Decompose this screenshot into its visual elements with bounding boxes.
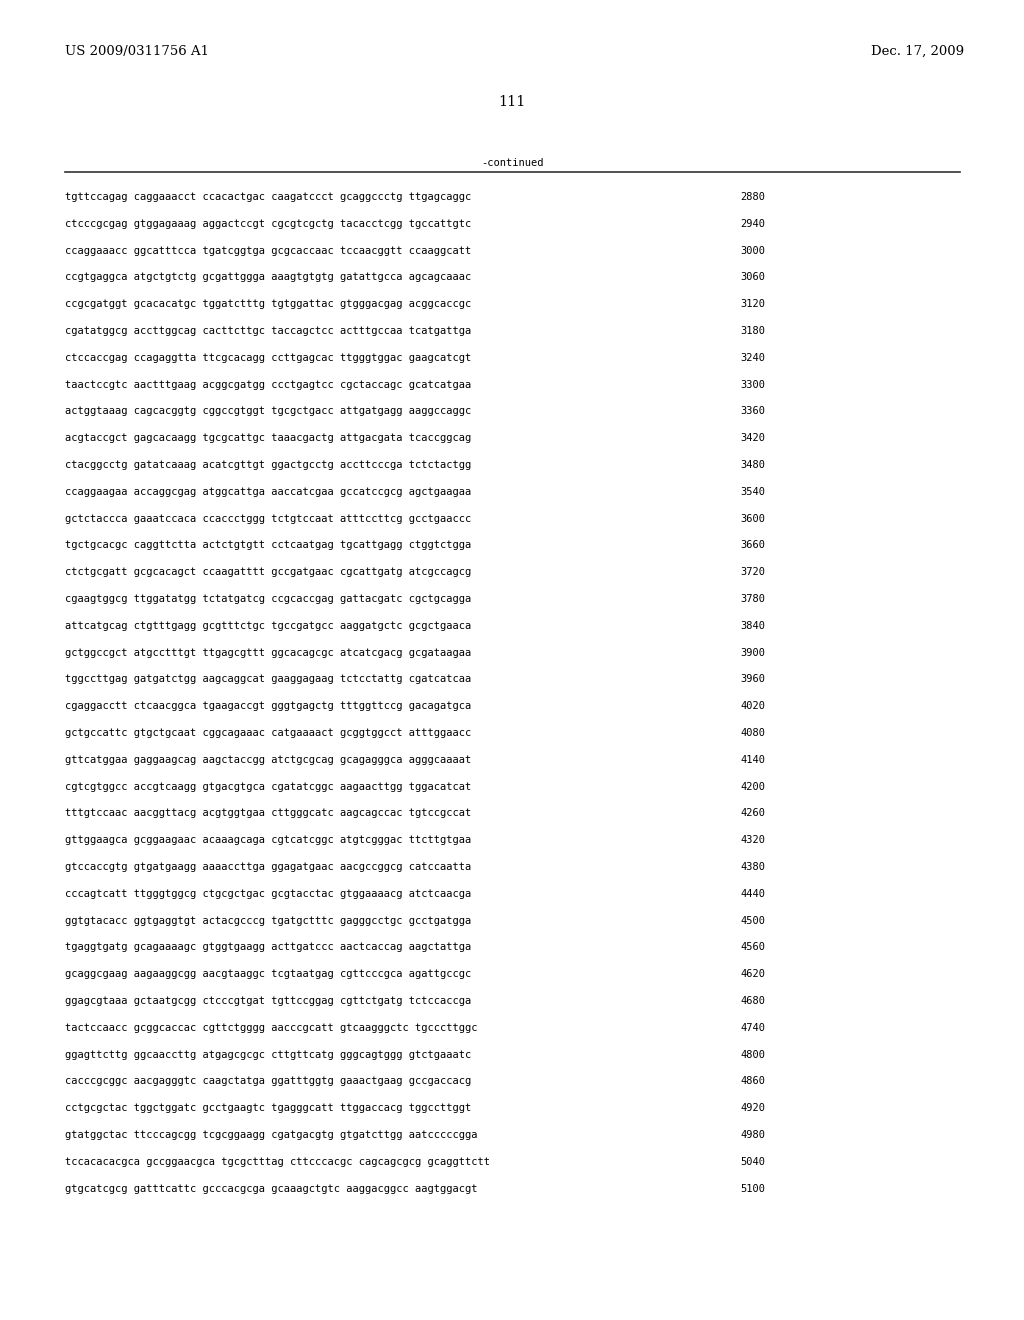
Text: 4320: 4320 — [740, 836, 765, 845]
Text: 3660: 3660 — [740, 540, 765, 550]
Text: gcaggcgaag aagaaggcgg aacgtaaggc tcgtaatgag cgttcccgca agattgccgc: gcaggcgaag aagaaggcgg aacgtaaggc tcgtaat… — [65, 969, 471, 979]
Text: ccgtgaggca atgctgtctg gcgattggga aaagtgtgtg gatattgcca agcagcaaac: ccgtgaggca atgctgtctg gcgattggga aaagtgt… — [65, 272, 471, 282]
Text: -continued: -continued — [480, 158, 544, 168]
Text: 4740: 4740 — [740, 1023, 765, 1032]
Text: 4020: 4020 — [740, 701, 765, 711]
Text: attcatgcag ctgtttgagg gcgtttctgc tgccgatgcc aaggatgctc gcgctgaaca: attcatgcag ctgtttgagg gcgtttctgc tgccgat… — [65, 620, 471, 631]
Text: US 2009/0311756 A1: US 2009/0311756 A1 — [65, 45, 209, 58]
Text: 3300: 3300 — [740, 380, 765, 389]
Text: 3000: 3000 — [740, 246, 765, 256]
Text: ccaggaagaa accaggcgag atggcattga aaccatcgaa gccatccgcg agctgaagaa: ccaggaagaa accaggcgag atggcattga aaccatc… — [65, 487, 471, 496]
Text: 5100: 5100 — [740, 1184, 765, 1193]
Text: gttcatggaa gaggaagcag aagctaccgg atctgcgcag gcagagggca agggcaaaat: gttcatggaa gaggaagcag aagctaccgg atctgcg… — [65, 755, 471, 764]
Text: 4860: 4860 — [740, 1076, 765, 1086]
Text: actggtaaag cagcacggtg cggccgtggt tgcgctgacc attgatgagg aaggccaggc: actggtaaag cagcacggtg cggccgtggt tgcgctg… — [65, 407, 471, 416]
Text: acgtaccgct gagcacaagg tgcgcattgc taaacgactg attgacgata tcaccggcag: acgtaccgct gagcacaagg tgcgcattgc taaacga… — [65, 433, 471, 444]
Text: cctgcgctac tggctggatc gcctgaagtc tgagggcatt ttggaccacg tggccttggt: cctgcgctac tggctggatc gcctgaagtc tgagggc… — [65, 1104, 471, 1113]
Text: 3780: 3780 — [740, 594, 765, 605]
Text: ggagcgtaaa gctaatgcgg ctcccgtgat tgttccggag cgttctgatg tctccaccga: ggagcgtaaa gctaatgcgg ctcccgtgat tgttccg… — [65, 997, 471, 1006]
Text: ccaggaaacc ggcatttcca tgatcggtga gcgcaccaac tccaacggtt ccaaggcatt: ccaggaaacc ggcatttcca tgatcggtga gcgcacc… — [65, 246, 471, 256]
Text: 4680: 4680 — [740, 997, 765, 1006]
Text: ctacggcctg gatatcaaag acatcgttgt ggactgcctg accttcccga tctctactgg: ctacggcctg gatatcaaag acatcgttgt ggactgc… — [65, 459, 471, 470]
Text: tccacacacgca gccggaacgca tgcgctttag cttcccacgc cagcagcgcg gcaggttctt: tccacacacgca gccggaacgca tgcgctttag cttc… — [65, 1156, 490, 1167]
Text: 111: 111 — [499, 95, 525, 110]
Text: gctggccgct atgcctttgt ttgagcgttt ggcacagcgc atcatcgacg gcgataagaa: gctggccgct atgcctttgt ttgagcgttt ggcacag… — [65, 648, 471, 657]
Text: tggccttgag gatgatctgg aagcaggcat gaaggagaag tctcctattg cgatcatcaa: tggccttgag gatgatctgg aagcaggcat gaaggag… — [65, 675, 471, 684]
Text: 3180: 3180 — [740, 326, 765, 337]
Text: 4800: 4800 — [740, 1049, 765, 1060]
Text: gtgcatcgcg gatttcattc gcccacgcga gcaaagctgtc aaggacggcc aagtggacgt: gtgcatcgcg gatttcattc gcccacgcga gcaaagc… — [65, 1184, 477, 1193]
Text: tgaggtgatg gcagaaaagc gtggtgaagg acttgatccc aactcaccag aagctattga: tgaggtgatg gcagaaaagc gtggtgaagg acttgat… — [65, 942, 471, 953]
Text: ctccaccgag ccagaggtta ttcgcacagg ccttgagcac ttgggtggac gaagcatcgt: ctccaccgag ccagaggtta ttcgcacagg ccttgag… — [65, 352, 471, 363]
Text: 4920: 4920 — [740, 1104, 765, 1113]
Text: 3720: 3720 — [740, 568, 765, 577]
Text: 3060: 3060 — [740, 272, 765, 282]
Text: cgaagtggcg ttggatatgg tctatgatcg ccgcaccgag gattacgatc cgctgcagga: cgaagtggcg ttggatatgg tctatgatcg ccgcacc… — [65, 594, 471, 605]
Text: 3840: 3840 — [740, 620, 765, 631]
Text: 3960: 3960 — [740, 675, 765, 684]
Text: tgctgcacgc caggttctta actctgtgtt cctcaatgag tgcattgagg ctggtctgga: tgctgcacgc caggttctta actctgtgtt cctcaat… — [65, 540, 471, 550]
Text: 5040: 5040 — [740, 1156, 765, 1167]
Text: 3120: 3120 — [740, 300, 765, 309]
Text: ctcccgcgag gtggagaaag aggactccgt cgcgtcgctg tacacctcgg tgccattgtc: ctcccgcgag gtggagaaag aggactccgt cgcgtcg… — [65, 219, 471, 228]
Text: 4980: 4980 — [740, 1130, 765, 1140]
Text: 4560: 4560 — [740, 942, 765, 953]
Text: cccagtcatt ttgggtggcg ctgcgctgac gcgtacctac gtggaaaacg atctcaacga: cccagtcatt ttgggtggcg ctgcgctgac gcgtacc… — [65, 888, 471, 899]
Text: 4380: 4380 — [740, 862, 765, 873]
Text: cgtcgtggcc accgtcaagg gtgacgtgca cgatatcggc aagaacttgg tggacatcat: cgtcgtggcc accgtcaagg gtgacgtgca cgatatc… — [65, 781, 471, 792]
Text: 3480: 3480 — [740, 459, 765, 470]
Text: 4080: 4080 — [740, 729, 765, 738]
Text: 3600: 3600 — [740, 513, 765, 524]
Text: 4140: 4140 — [740, 755, 765, 764]
Text: ggagttcttg ggcaaccttg atgagcgcgc cttgttcatg gggcagtggg gtctgaaatc: ggagttcttg ggcaaccttg atgagcgcgc cttgttc… — [65, 1049, 471, 1060]
Text: ctctgcgatt gcgcacagct ccaagatttt gccgatgaac cgcattgatg atcgccagcg: ctctgcgatt gcgcacagct ccaagatttt gccgatg… — [65, 568, 471, 577]
Text: tgttccagag caggaaacct ccacactgac caagatccct gcaggccctg ttgagcaggc: tgttccagag caggaaacct ccacactgac caagatc… — [65, 191, 471, 202]
Text: 3240: 3240 — [740, 352, 765, 363]
Text: 2940: 2940 — [740, 219, 765, 228]
Text: ggtgtacacc ggtgaggtgt actacgcccg tgatgctttc gagggcctgc gcctgatgga: ggtgtacacc ggtgaggtgt actacgcccg tgatgct… — [65, 916, 471, 925]
Text: 3900: 3900 — [740, 648, 765, 657]
Text: cgatatggcg accttggcag cacttcttgc taccagctcc actttgccaa tcatgattga: cgatatggcg accttggcag cacttcttgc taccagc… — [65, 326, 471, 337]
Text: tttgtccaac aacggttacg acgtggtgaa cttgggcatc aagcagccac tgtccgccat: tttgtccaac aacggttacg acgtggtgaa cttgggc… — [65, 808, 471, 818]
Text: Dec. 17, 2009: Dec. 17, 2009 — [870, 45, 964, 58]
Text: 3540: 3540 — [740, 487, 765, 496]
Text: taactccgtc aactttgaag acggcgatgg ccctgagtcc cgctaccagc gcatcatgaa: taactccgtc aactttgaag acggcgatgg ccctgag… — [65, 380, 471, 389]
Text: gtccaccgtg gtgatgaagg aaaaccttga ggagatgaac aacgccggcg catccaatta: gtccaccgtg gtgatgaagg aaaaccttga ggagatg… — [65, 862, 471, 873]
Text: gctctaccca gaaatccaca ccaccctggg tctgtccaat atttccttcg gcctgaaccc: gctctaccca gaaatccaca ccaccctggg tctgtcc… — [65, 513, 471, 524]
Text: 3420: 3420 — [740, 433, 765, 444]
Text: ccgcgatggt gcacacatgc tggatctttg tgtggattac gtgggacgag acggcaccgc: ccgcgatggt gcacacatgc tggatctttg tgtggat… — [65, 300, 471, 309]
Text: gtatggctac ttcccagcgg tcgcggaagg cgatgacgtg gtgatcttgg aatcccccgga: gtatggctac ttcccagcgg tcgcggaagg cgatgac… — [65, 1130, 477, 1140]
Text: 4620: 4620 — [740, 969, 765, 979]
Text: 4200: 4200 — [740, 781, 765, 792]
Text: tactccaacc gcggcaccac cgttctgggg aacccgcatt gtcaagggctc tgcccttggc: tactccaacc gcggcaccac cgttctgggg aacccgc… — [65, 1023, 477, 1032]
Text: cacccgcggc aacgagggtc caagctatga ggatttggtg gaaactgaag gccgaccacg: cacccgcggc aacgagggtc caagctatga ggatttg… — [65, 1076, 471, 1086]
Text: 2880: 2880 — [740, 191, 765, 202]
Text: cgaggacctt ctcaacggca tgaagaccgt gggtgagctg tttggttccg gacagatgca: cgaggacctt ctcaacggca tgaagaccgt gggtgag… — [65, 701, 471, 711]
Text: 4440: 4440 — [740, 888, 765, 899]
Text: gttggaagca gcggaagaac acaaagcaga cgtcatcggc atgtcgggac ttcttgtgaa: gttggaagca gcggaagaac acaaagcaga cgtcatc… — [65, 836, 471, 845]
Text: 3360: 3360 — [740, 407, 765, 416]
Text: 4260: 4260 — [740, 808, 765, 818]
Text: 4500: 4500 — [740, 916, 765, 925]
Text: gctgccattc gtgctgcaat cggcagaaac catgaaaact gcggtggcct atttggaacc: gctgccattc gtgctgcaat cggcagaaac catgaaa… — [65, 729, 471, 738]
